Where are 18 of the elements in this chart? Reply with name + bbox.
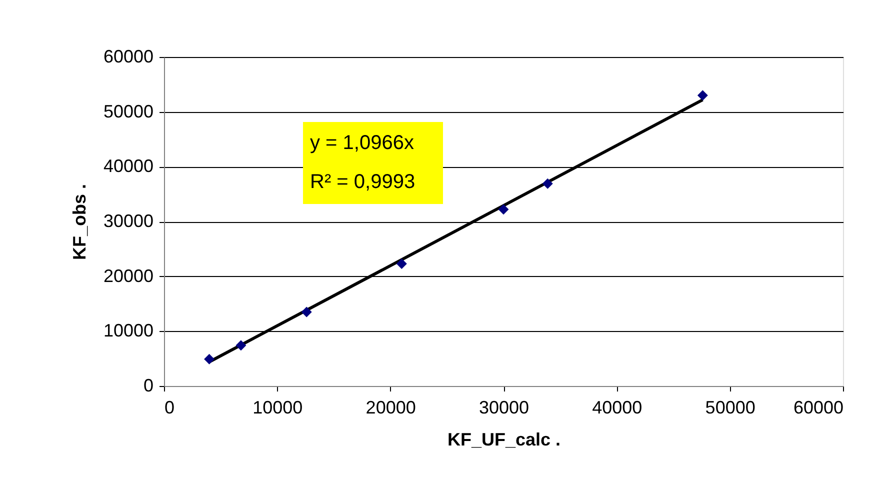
x-tick-label: 60000 (793, 398, 844, 418)
annotation: R² = 0,9993 (310, 171, 416, 193)
x-tick-label: 50000 (705, 398, 756, 418)
x-tick-label: 20000 (366, 398, 416, 418)
x-tick-label: 0 (164, 398, 175, 418)
y-tick-label: 30000 (103, 211, 154, 231)
x-tick-label: 40000 (592, 398, 642, 418)
y-tick-label: 60000 (103, 46, 154, 66)
y-tick-label: 40000 (103, 156, 154, 176)
y-tick-label: 50000 (103, 101, 154, 122)
x-tick-label: 30000 (478, 398, 530, 418)
x-axis-title: KF_UF_calc . (447, 430, 561, 450)
y-tick-label: 20000 (103, 266, 154, 286)
x-tick-label: 10000 (252, 398, 303, 418)
y-tick-label: 0 (143, 376, 154, 396)
y-axis-title: KF_obs . (69, 184, 90, 260)
y-tick-label: 10000 (103, 320, 154, 341)
annotation: y = 1,0966x (310, 132, 414, 154)
